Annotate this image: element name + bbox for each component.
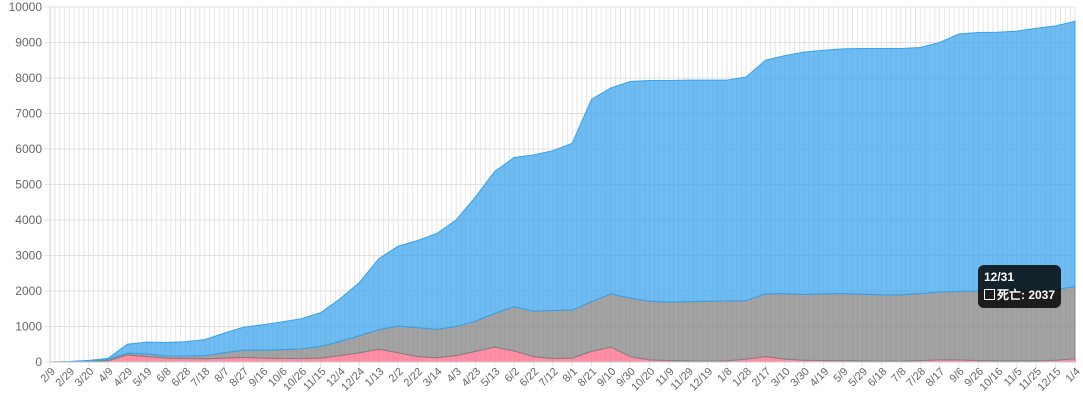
tooltip-color-swatch (984, 289, 995, 300)
x-tick-label: 3/30 (788, 366, 812, 390)
x-tick-label: 9/10 (595, 366, 619, 390)
x-tick-label: 6/22 (518, 366, 542, 390)
x-tick-label: 2/17 (750, 366, 774, 390)
x-tick-label: 7/12 (537, 366, 561, 390)
x-tick-label: 8/21 (576, 366, 600, 390)
x-tick-label: 1/13 (363, 366, 387, 390)
y-tick-label: 8000 (15, 71, 42, 85)
y-tick-label: 10000 (9, 0, 43, 14)
y-tick-label: 2000 (15, 284, 42, 298)
y-tick-label: 4000 (15, 213, 42, 227)
x-tick-label: 4/23 (460, 366, 484, 390)
x-tick-label: 4/19 (808, 366, 832, 390)
series-area-2 (49, 20, 1076, 363)
x-tick-label: 8/17 (924, 366, 948, 390)
tooltip-title: 12/31 (984, 270, 1015, 284)
y-tick-label: 7000 (15, 107, 42, 121)
y-tick-label: 1000 (15, 320, 42, 334)
x-tick-label: 5/19 (131, 366, 155, 390)
y-tick-label: 5000 (15, 178, 42, 192)
x-tick-label: 5/13 (479, 366, 503, 390)
y-tick-label: 6000 (15, 142, 42, 156)
x-tick-label: 5/29 (846, 366, 870, 390)
x-tick-label: 8/27 (228, 366, 252, 390)
y-tick-label: 3000 (15, 249, 42, 263)
tooltip-label: 死亡: 2037 (997, 288, 1056, 302)
y-tick-label: 9000 (15, 36, 42, 50)
x-tick-label: 2/29 (53, 366, 77, 390)
x-tick-label: 4/29 (112, 366, 136, 390)
x-tick-label: 7/28 (904, 366, 928, 390)
x-tick-label: 7/18 (189, 366, 213, 390)
tooltip-row: 死亡: 2037 (984, 287, 1056, 303)
x-tick-label: 3/10 (769, 366, 793, 390)
x-tick-label: 1/4 (1063, 366, 1082, 385)
x-tick-label: 1/28 (730, 366, 754, 390)
x-tick-label: 3/20 (73, 366, 97, 390)
x-tick-label: 3/14 (421, 366, 445, 390)
y-tick-label: 0 (35, 355, 42, 369)
x-tick-label: 6/28 (170, 366, 194, 390)
x-tick-label: 6/18 (866, 366, 890, 390)
x-tick-label: 9/16 (247, 366, 271, 390)
chart-tooltip: 12/31 死亡: 2037 (978, 265, 1061, 308)
x-tick-label: 2/22 (402, 366, 426, 390)
